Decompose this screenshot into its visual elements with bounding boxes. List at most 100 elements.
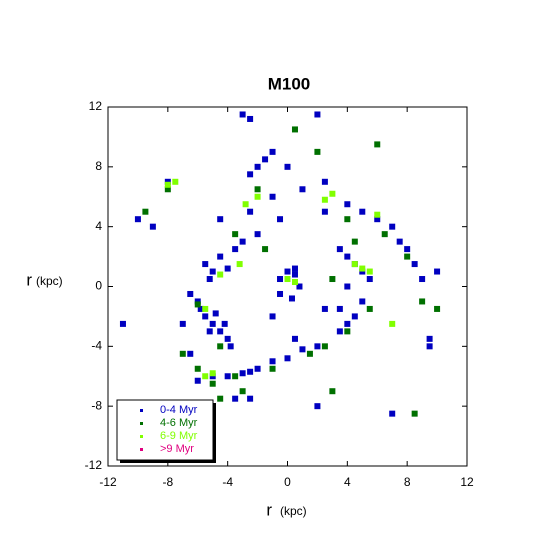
x-tick-label: 12 bbox=[460, 475, 474, 489]
point bbox=[321, 208, 328, 215]
point bbox=[284, 355, 291, 362]
point bbox=[314, 403, 321, 410]
point bbox=[434, 268, 441, 275]
point bbox=[404, 253, 411, 260]
point bbox=[411, 410, 418, 417]
point bbox=[217, 343, 224, 350]
point bbox=[217, 328, 224, 335]
point bbox=[374, 211, 381, 218]
point bbox=[217, 216, 224, 223]
point bbox=[217, 395, 224, 402]
point bbox=[269, 313, 276, 320]
y-tick-label: -4 bbox=[91, 339, 102, 353]
y-tick-label: -12 bbox=[85, 458, 103, 472]
x-tick-label: 4 bbox=[344, 475, 351, 489]
y-tick-label: 0 bbox=[95, 279, 102, 293]
point bbox=[288, 295, 295, 302]
y-axis-unit: (kpc) bbox=[36, 274, 63, 288]
point bbox=[314, 148, 321, 155]
point bbox=[164, 186, 171, 193]
point bbox=[284, 163, 291, 170]
point bbox=[247, 115, 254, 122]
point bbox=[284, 268, 291, 275]
point bbox=[221, 320, 228, 327]
y-tick-label: 4 bbox=[95, 219, 102, 233]
point bbox=[336, 246, 343, 253]
point bbox=[239, 388, 246, 395]
legend-label: >9 Myr bbox=[160, 443, 194, 455]
point bbox=[242, 201, 249, 208]
point bbox=[359, 298, 366, 305]
point bbox=[247, 368, 254, 375]
point bbox=[269, 365, 276, 372]
point bbox=[351, 261, 358, 268]
point bbox=[209, 370, 216, 377]
point bbox=[321, 196, 328, 203]
x-tick-label: 0 bbox=[284, 475, 291, 489]
point bbox=[254, 163, 261, 170]
point bbox=[329, 388, 336, 395]
legend-marker bbox=[140, 435, 143, 438]
point bbox=[217, 271, 224, 278]
point bbox=[269, 358, 276, 365]
point bbox=[314, 111, 321, 118]
point bbox=[351, 238, 358, 245]
point bbox=[262, 156, 269, 163]
point bbox=[194, 377, 201, 384]
point bbox=[134, 216, 141, 223]
point bbox=[149, 223, 156, 230]
point bbox=[239, 370, 246, 377]
point bbox=[306, 350, 313, 357]
point bbox=[299, 186, 306, 193]
point bbox=[291, 271, 298, 278]
point bbox=[321, 343, 328, 350]
point bbox=[389, 223, 396, 230]
point bbox=[202, 305, 209, 312]
point bbox=[142, 208, 149, 215]
point bbox=[374, 216, 381, 223]
point bbox=[277, 216, 284, 223]
point bbox=[262, 246, 269, 253]
point bbox=[194, 365, 201, 372]
point bbox=[426, 343, 433, 350]
point bbox=[296, 283, 303, 290]
legend bbox=[116, 399, 214, 461]
point bbox=[164, 181, 171, 188]
point bbox=[224, 335, 231, 342]
legend-marker bbox=[140, 448, 143, 451]
point bbox=[187, 290, 194, 297]
point bbox=[202, 313, 209, 320]
point bbox=[344, 328, 351, 335]
point bbox=[269, 148, 276, 155]
y-tick-label: 8 bbox=[95, 159, 102, 173]
point bbox=[426, 335, 433, 342]
point bbox=[179, 320, 186, 327]
point bbox=[411, 261, 418, 268]
point bbox=[239, 238, 246, 245]
point bbox=[344, 201, 351, 208]
point bbox=[254, 186, 261, 193]
point bbox=[212, 310, 219, 317]
legend-label: 6-9 Myr bbox=[160, 430, 198, 442]
x-tick-label: -12 bbox=[99, 475, 117, 489]
point bbox=[299, 346, 306, 353]
point bbox=[434, 305, 441, 312]
y-tick-label: 12 bbox=[89, 99, 103, 113]
legend-label: 4-6 Myr bbox=[160, 417, 198, 429]
point bbox=[344, 216, 351, 223]
point bbox=[284, 276, 291, 283]
point bbox=[202, 261, 209, 268]
point bbox=[206, 276, 213, 283]
point bbox=[209, 380, 216, 387]
point bbox=[206, 328, 213, 335]
point bbox=[209, 268, 216, 275]
point bbox=[254, 365, 261, 372]
point bbox=[359, 265, 366, 272]
point bbox=[232, 395, 239, 402]
point bbox=[209, 320, 216, 327]
point bbox=[389, 320, 396, 327]
point bbox=[172, 178, 179, 185]
point bbox=[224, 373, 231, 380]
legend-marker bbox=[140, 422, 143, 425]
point bbox=[239, 111, 246, 118]
